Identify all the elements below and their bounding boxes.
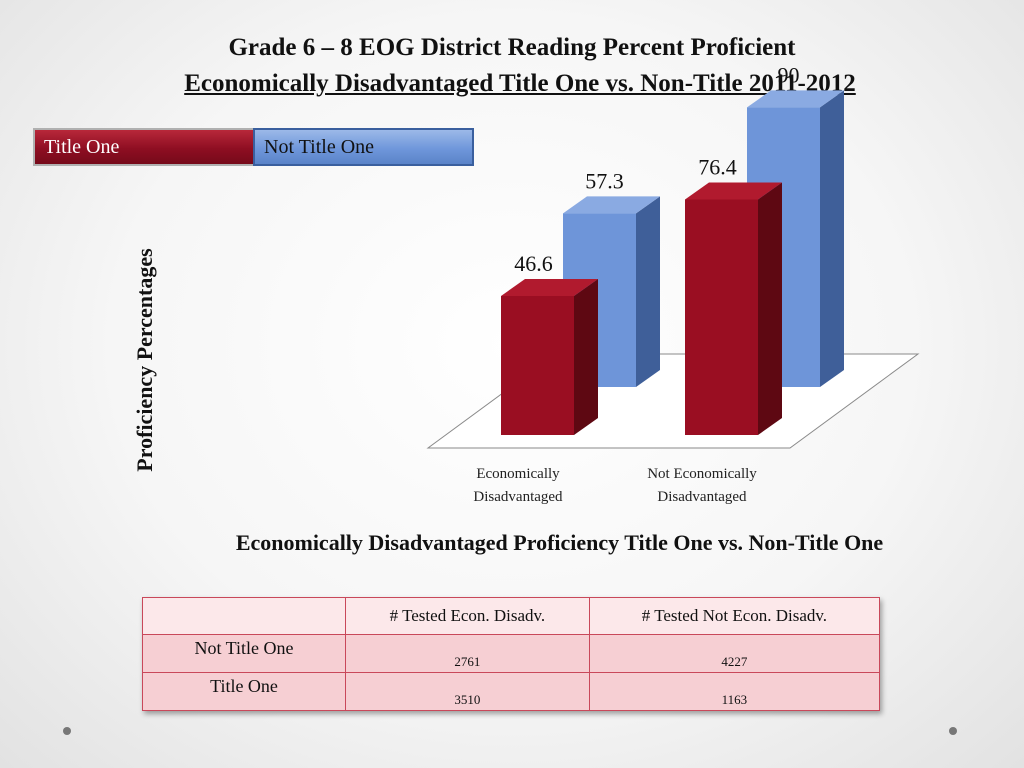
table-header-row: # Tested Econ. Disadv. # Tested Not Econ… [142, 597, 881, 635]
table-row-label: Title One [142, 672, 346, 711]
table-row-label: Not Title One [142, 634, 346, 673]
slide-title: Grade 6 – 8 EOG District Reading Percent… [0, 30, 1024, 102]
category-label-1-line-1: Not Economically [647, 466, 757, 482]
value-label-not-title-one-1: 90 [778, 62, 800, 87]
value-label-not-title-one-0: 57.3 [585, 168, 624, 193]
bar-not-title-one-0-top [563, 196, 660, 214]
chart-caption: Economically Disadvantaged Proficiency T… [235, 530, 884, 555]
category-label-0-line-1: Economically [476, 466, 560, 482]
bar-title-one-0-side [574, 279, 598, 435]
bar-title-one-1-top [685, 182, 782, 200]
bar-title-one-0 [501, 296, 574, 435]
value-label-title-one-1: 76.4 [698, 154, 737, 179]
table-row: Not Title One 2761 4227 [142, 634, 881, 673]
value-label-title-one-0: 46.6 [514, 251, 553, 276]
table-cell: 2761 [345, 634, 590, 673]
title-line-1: Grade 6 – 8 EOG District Reading Percent… [228, 34, 796, 61]
slide-dot-left [63, 727, 71, 735]
value-labels-group: 57.3 90 46.6 76.4 [514, 62, 799, 276]
bar-title-one-0-top [501, 279, 598, 297]
legend-title-one: Title One [33, 128, 253, 166]
table-cell: 1163 [588, 672, 881, 711]
bar-chart: 57.3 90 46.6 76.4 Economically Disadvantage… [426, 62, 920, 505]
bar-not-title-one-1-side [820, 90, 844, 388]
bars-group [501, 90, 844, 435]
table-cell: 4227 [588, 634, 881, 673]
legend-not-title-one: Not Title One [253, 128, 474, 166]
bar-not-title-one-0-side [636, 196, 660, 387]
bar-not-title-one-1-top [747, 90, 844, 108]
table-header-cell: # Tested Not Econ. Disadv. [588, 597, 881, 635]
table-header-cell: # Tested Econ. Disadv. [345, 597, 590, 635]
slide-dot-right [949, 727, 957, 735]
table-cell: 3510 [345, 672, 590, 711]
tested-counts-table: # Tested Econ. Disadv. # Tested Not Econ… [142, 597, 881, 711]
category-label-0-line-2: Disadvantaged [473, 489, 563, 505]
category-label-1-line-2: Disadvantaged [657, 489, 747, 505]
bar-title-one-1 [685, 199, 758, 435]
title-line-2: Economically Disadvantaged Title One vs.… [184, 70, 856, 97]
table-header-cell [142, 597, 346, 635]
bar-title-one-1-side [758, 182, 782, 435]
table-row: Title One 3510 1163 [142, 672, 881, 711]
